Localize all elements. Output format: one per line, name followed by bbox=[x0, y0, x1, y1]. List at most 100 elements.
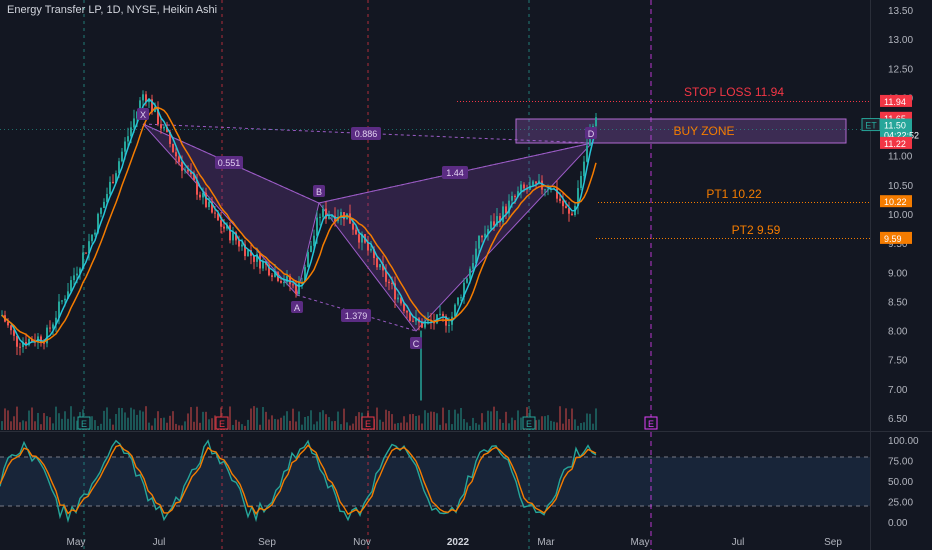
candle-body bbox=[535, 181, 537, 184]
oscillator-tick-label: 50.00 bbox=[888, 477, 913, 488]
volume-bar bbox=[580, 423, 582, 430]
price-tick-label: 9.50 bbox=[888, 239, 908, 250]
pattern-point-b: B bbox=[316, 187, 322, 197]
oscillator-tick-label: 100.00 bbox=[888, 436, 919, 447]
volume-bar bbox=[283, 415, 285, 430]
candle-body bbox=[199, 194, 201, 198]
volume-bar bbox=[517, 410, 519, 430]
volume-bar bbox=[133, 409, 135, 430]
candle-body bbox=[16, 335, 18, 347]
volume-bar bbox=[55, 406, 57, 430]
candle-body bbox=[244, 244, 246, 257]
candle-body bbox=[403, 303, 405, 311]
volume-bar bbox=[67, 418, 69, 430]
volume-bar bbox=[595, 408, 597, 430]
candle-body bbox=[496, 216, 498, 226]
earnings-marker: E bbox=[648, 419, 654, 429]
candle-body bbox=[376, 258, 378, 268]
candle-body bbox=[112, 181, 114, 183]
volume-bar bbox=[190, 407, 192, 430]
candle-body bbox=[121, 151, 123, 162]
candle-body bbox=[547, 189, 549, 191]
candle-body bbox=[520, 184, 522, 192]
candle-body bbox=[595, 117, 597, 127]
candle-body bbox=[76, 273, 78, 276]
candle-body bbox=[331, 215, 333, 217]
price-label-box bbox=[880, 94, 912, 107]
time-tick-label: May bbox=[631, 537, 650, 548]
candle-body bbox=[40, 336, 42, 343]
volume-bar bbox=[535, 420, 537, 430]
candle-body bbox=[481, 235, 483, 238]
volume-bar bbox=[196, 406, 198, 430]
volume-bar bbox=[202, 411, 204, 430]
volume-bar bbox=[310, 410, 312, 430]
candle-body bbox=[10, 325, 12, 331]
candle-body bbox=[181, 161, 183, 171]
candle-body bbox=[424, 321, 426, 328]
candle-body bbox=[400, 297, 402, 304]
earnings-markers[interactable]: E E E E E bbox=[77, 416, 658, 430]
volume-bar bbox=[46, 416, 48, 430]
volume-bar bbox=[496, 410, 498, 430]
candle-body bbox=[484, 233, 486, 238]
buy-zone-box[interactable] bbox=[515, 118, 847, 144]
candle-body bbox=[205, 192, 207, 208]
candle-body bbox=[442, 313, 444, 317]
candle-body bbox=[139, 100, 141, 112]
price-axis[interactable]: 13.5013.0012.5012.0011.5011.0010.5010.00… bbox=[888, 6, 913, 425]
volume-bar bbox=[130, 407, 132, 430]
volume-bar bbox=[109, 418, 111, 430]
candle-body bbox=[88, 241, 90, 254]
candle-body bbox=[388, 281, 390, 284]
candle-body bbox=[544, 189, 546, 191]
volume-bar bbox=[508, 423, 510, 430]
volume-bar bbox=[565, 408, 567, 430]
candle-body bbox=[517, 191, 519, 197]
ratio-label: 0.886 bbox=[355, 129, 378, 139]
volume-bar bbox=[295, 421, 297, 430]
volume-bar bbox=[403, 416, 405, 430]
volume-bar bbox=[424, 410, 426, 430]
candle-body bbox=[232, 232, 234, 241]
candle-body bbox=[97, 213, 99, 233]
candle-body bbox=[103, 201, 105, 209]
candle-body bbox=[580, 176, 582, 189]
candle-body bbox=[211, 201, 213, 213]
candle-body bbox=[412, 320, 414, 322]
candle-body bbox=[109, 181, 111, 195]
candle-body bbox=[361, 234, 363, 243]
candle-body bbox=[493, 221, 495, 226]
time-axis[interactable]: May Jul Sep Nov 2022 Mar May Jul Sep bbox=[67, 537, 843, 548]
price-tick-label: 9.00 bbox=[888, 268, 908, 279]
candle-body bbox=[352, 223, 354, 230]
volume-bar bbox=[37, 412, 39, 430]
candle-body bbox=[577, 188, 579, 206]
candle-body bbox=[274, 272, 276, 277]
volume-bar bbox=[160, 418, 162, 430]
volume-bar bbox=[1, 421, 3, 430]
volume-bar bbox=[307, 416, 309, 430]
candle-body bbox=[385, 270, 387, 282]
candle-body bbox=[286, 275, 288, 283]
candle-body bbox=[94, 232, 96, 235]
candle-body bbox=[220, 220, 222, 227]
volume-bar bbox=[358, 412, 360, 430]
volume-bar bbox=[238, 421, 240, 430]
earnings-marker: E bbox=[526, 419, 532, 429]
oscillator-axis[interactable]: 100.00 75.00 50.00 25.00 0.00 bbox=[888, 436, 919, 529]
oscillator-tick-label: 75.00 bbox=[888, 457, 913, 468]
candle-body bbox=[19, 346, 21, 348]
volume-bar bbox=[352, 423, 354, 430]
candle-body bbox=[298, 282, 300, 295]
volume-bar bbox=[271, 415, 273, 430]
candle-body bbox=[169, 131, 171, 144]
volume-bar bbox=[70, 406, 72, 430]
candle-body bbox=[487, 229, 489, 234]
candle-body bbox=[355, 229, 357, 235]
volume-bar bbox=[304, 416, 306, 430]
volume-bar bbox=[319, 412, 321, 430]
candle-body bbox=[235, 232, 237, 241]
volume-bar bbox=[547, 415, 549, 430]
